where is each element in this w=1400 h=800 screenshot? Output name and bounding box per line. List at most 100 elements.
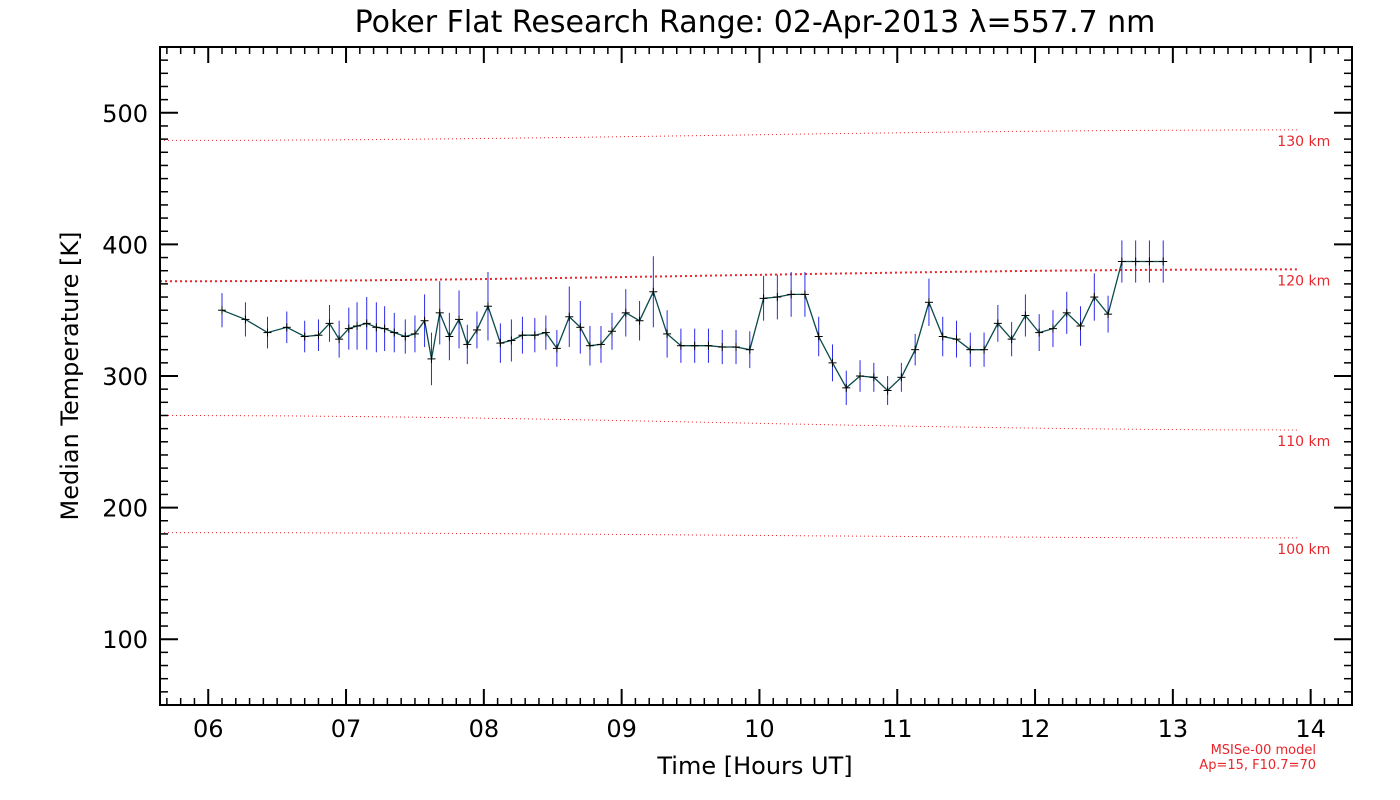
data-point: [1131, 257, 1140, 266]
data-point: [911, 345, 920, 354]
data-point: [842, 383, 851, 392]
x-tick-label: 08: [469, 715, 500, 743]
model-footnote-line2: Ap=15, F10.7=70: [1199, 758, 1316, 773]
data-point: [745, 345, 754, 354]
data-point: [773, 293, 782, 302]
data-point: [507, 336, 516, 345]
data-point: [1048, 324, 1057, 333]
x-tick-label: 14: [1295, 715, 1326, 743]
y-tick-label: 400: [102, 231, 148, 259]
data-point: [663, 329, 672, 338]
x-axis-label: Time [Hours UT]: [656, 752, 852, 780]
data-point: [401, 332, 410, 341]
data-point: [690, 341, 699, 350]
x-tick-label: 09: [606, 715, 637, 743]
data-point: [993, 319, 1002, 328]
data-point: [1090, 293, 1099, 302]
data-point: [585, 341, 594, 350]
data-point: [980, 345, 989, 354]
data-point: [576, 323, 585, 332]
data-point: [282, 323, 291, 332]
model-curve-label: 110 km: [1277, 434, 1330, 450]
model-curve-label: 100 km: [1277, 542, 1330, 558]
error-bars: [221, 240, 1164, 405]
x-tick-label: 10: [744, 715, 775, 743]
data-point: [496, 339, 505, 348]
data-point: [1021, 311, 1030, 320]
data-point: [828, 358, 837, 367]
data-markers: [218, 257, 1168, 395]
data-point: [455, 315, 464, 324]
data-point: [856, 372, 865, 380]
plot-frame: [159, 46, 1353, 706]
data-point: [952, 335, 961, 344]
data-point: [1145, 257, 1154, 266]
data-point: [372, 323, 381, 332]
data-point: [314, 331, 323, 340]
data-point: [463, 340, 472, 349]
data-point: [300, 332, 309, 341]
y-axis-label: Median Temperature [K]: [56, 231, 84, 520]
data-point: [518, 331, 527, 340]
data-point: [596, 340, 605, 349]
data-point: [410, 329, 419, 338]
data-point: [787, 290, 796, 299]
data-point: [1076, 321, 1085, 330]
x-tick-label: 11: [882, 715, 913, 743]
model-curve: [160, 532, 1297, 539]
data-point: [472, 325, 481, 334]
data-point: [241, 315, 250, 324]
data-point: [427, 354, 436, 363]
data-line: [221, 260, 1164, 392]
model-footnote-line1: MSISe-00 model: [1211, 743, 1316, 758]
data-point: [704, 341, 713, 350]
y-tick-labels: 100 200 300 400 500: [102, 100, 148, 654]
x-tick-label: 12: [1020, 715, 1051, 743]
data-point: [966, 345, 975, 354]
data-point: [718, 343, 727, 352]
data-point: [1035, 328, 1044, 337]
model-curve: [160, 268, 1297, 283]
data-point: [380, 324, 389, 333]
data-point: [800, 290, 809, 299]
model-curve-label: 120 km: [1277, 273, 1330, 289]
axis-ticks: [160, 47, 1353, 705]
y-tick-label: 100: [102, 626, 148, 654]
data-point: [218, 306, 227, 315]
data-point: [676, 341, 685, 350]
x-tick-labels: 06 07 08 09 10 11 12 13 14: [193, 715, 1326, 743]
data-point: [732, 343, 741, 352]
data-point: [759, 294, 768, 303]
data-point: [814, 332, 823, 341]
data-point: [565, 312, 574, 321]
data-point: [530, 331, 539, 340]
model-curve: [160, 129, 1297, 141]
data-point: [335, 335, 344, 344]
data-point: [938, 332, 947, 341]
data-point: [263, 328, 272, 337]
data-point: [1104, 310, 1113, 319]
model-curves: 130 km 120 km 110 km 100 km: [160, 129, 1330, 558]
data-point: [1007, 335, 1016, 344]
x-tick-label: 07: [331, 715, 362, 743]
model-curve: [160, 415, 1297, 431]
data-point: [435, 308, 444, 317]
data-point: [420, 316, 429, 325]
data-point: [390, 328, 399, 337]
data-point: [362, 319, 371, 328]
data-point: [325, 319, 334, 328]
data-point: [924, 298, 933, 307]
data-point: [552, 344, 561, 353]
data-point: [483, 302, 492, 311]
data-point: [883, 386, 892, 395]
x-tick-label: 06: [193, 715, 224, 743]
y-tick-label: 300: [102, 363, 148, 391]
data-point: [621, 308, 630, 317]
data-point: [353, 321, 362, 330]
chart-title: Poker Flat Research Range: 02-Apr-2013 λ…: [355, 5, 1156, 40]
data-point: [1159, 257, 1168, 266]
model-curve-label: 130 km: [1277, 134, 1330, 150]
data-point: [635, 316, 644, 325]
series-line: [221, 260, 1164, 392]
